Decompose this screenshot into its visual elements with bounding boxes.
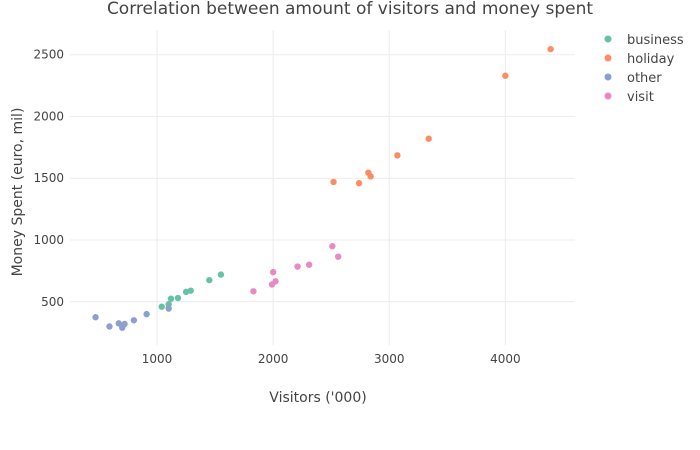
legend-marker-visit[interactable] (604, 92, 612, 100)
chart-title: Correlation between amount of visitors a… (107, 0, 593, 19)
data-point-holiday[interactable] (367, 173, 374, 180)
data-point-business[interactable] (187, 287, 194, 294)
data-point-business[interactable] (206, 276, 213, 284)
data-point-other[interactable] (165, 305, 172, 312)
legend-marker-other[interactable] (604, 73, 612, 81)
data-point-other[interactable] (143, 310, 150, 318)
data-point-visit[interactable] (269, 268, 277, 276)
data-point-visit[interactable] (294, 263, 301, 270)
legend-label-holiday[interactable]: holiday (627, 52, 675, 67)
data-points (92, 45, 554, 331)
legend-label-business[interactable]: business (627, 33, 684, 48)
data-point-holiday[interactable] (355, 179, 363, 187)
legend-label-visit[interactable]: visit (627, 90, 654, 105)
data-point-holiday[interactable] (394, 152, 401, 159)
y-tick-labels: 500 1000 1500 2000 2500 (33, 48, 64, 309)
data-point-other[interactable] (92, 314, 99, 321)
data-point-business[interactable] (174, 294, 182, 302)
legend-marker-business[interactable] (604, 35, 612, 43)
y-tick-label: 1500 (33, 171, 64, 185)
data-point-business[interactable] (217, 271, 225, 278)
data-point-holiday[interactable] (330, 178, 337, 186)
gridlines (70, 30, 575, 345)
y-tick-label: 2500 (33, 48, 64, 62)
data-point-visit[interactable] (250, 288, 257, 295)
y-axis-title: Money Spent (euro, mil) (10, 108, 26, 277)
data-point-visit[interactable] (334, 253, 342, 260)
data-point-business[interactable] (158, 303, 165, 310)
data-point-other[interactable] (130, 317, 138, 324)
data-point-visit[interactable] (272, 278, 279, 285)
data-point-holiday[interactable] (425, 135, 432, 142)
data-point-other[interactable] (121, 320, 128, 328)
x-tick-label: 4000 (490, 352, 521, 366)
data-point-visit[interactable] (305, 261, 313, 268)
data-point-business[interactable] (167, 295, 175, 302)
x-tick-labels: 1000 2000 3000 4000 (142, 352, 521, 366)
legend-marker-holiday[interactable] (604, 54, 612, 62)
x-tick-label: 3000 (374, 352, 405, 366)
data-point-visit[interactable] (329, 242, 336, 250)
data-point-holiday[interactable] (547, 45, 554, 53)
legend-label-other[interactable]: other (627, 71, 662, 86)
x-tick-label: 1000 (142, 352, 173, 366)
data-point-other[interactable] (115, 320, 122, 327)
y-tick-label: 1000 (33, 233, 64, 247)
data-point-other[interactable] (106, 323, 113, 330)
y-tick-label: 2000 (33, 109, 64, 123)
x-tick-label: 2000 (258, 352, 289, 366)
x-axis-title: Visitors ('000) (269, 390, 366, 406)
legend: business holiday other visit (604, 33, 684, 105)
y-tick-label: 500 (41, 295, 64, 309)
data-point-holiday[interactable] (502, 72, 509, 79)
